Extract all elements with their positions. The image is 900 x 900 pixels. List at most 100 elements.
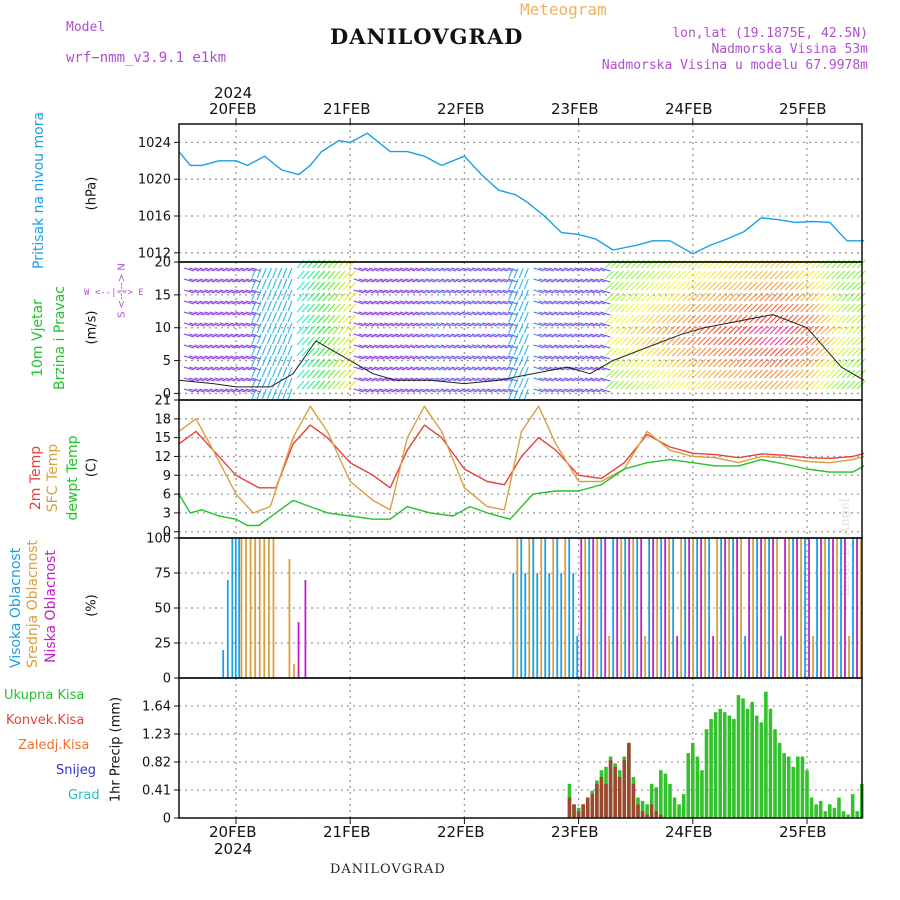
- wind-barb: [425, 267, 436, 272]
- wind-barb: [661, 347, 671, 357]
- wind-barb: [224, 355, 236, 360]
- wind-barb: [209, 267, 220, 272]
- wind-barb: [379, 322, 390, 327]
- wind-barb: [651, 336, 661, 346]
- precip-total-bar: [828, 804, 832, 818]
- wind-barb: [379, 388, 390, 393]
- wind-barb: [368, 355, 380, 360]
- wind-barb: [795, 314, 804, 324]
- wind-barb: [502, 267, 513, 272]
- precip-total-bar: [700, 770, 704, 818]
- cloud-high-bar: [524, 573, 527, 678]
- wind-barb: [790, 380, 799, 390]
- wind-barb: [384, 366, 395, 371]
- cloud-high-bar: [648, 538, 651, 678]
- cloud-mid-bar: [516, 538, 519, 678]
- wind-barb: [836, 314, 846, 324]
- wind-barb: [589, 377, 601, 382]
- wind-barb: [204, 267, 215, 272]
- wind-barb: [261, 355, 267, 367]
- wind-barb: [461, 322, 472, 327]
- wind-barb: [451, 322, 462, 327]
- wind-barb: [245, 355, 256, 360]
- precip-total-bar: [814, 804, 818, 818]
- wind-barb: [240, 311, 251, 316]
- wind-barb: [322, 380, 331, 390]
- wind-barb: [199, 267, 210, 272]
- wind-barb: [497, 311, 508, 316]
- wind-barb: [466, 333, 477, 338]
- wind-barb: [332, 358, 341, 368]
- precip-total-bar: [645, 804, 649, 818]
- wind-barb: [707, 380, 717, 390]
- wind-barb: [815, 380, 825, 390]
- wind-barb: [718, 380, 727, 390]
- wind-barb: [841, 325, 851, 335]
- wind-barb: [856, 281, 866, 291]
- wind-barb: [784, 270, 794, 280]
- wind-barb: [790, 303, 799, 313]
- wind-barb: [748, 325, 758, 335]
- wind-barb: [513, 377, 519, 389]
- wind-barb: [327, 380, 336, 390]
- wind-barb: [342, 325, 351, 335]
- wind-barb: [508, 289, 514, 301]
- wind-barb: [317, 358, 326, 368]
- wind-barb: [702, 303, 712, 313]
- wind-barb: [856, 380, 866, 390]
- wind-barb: [363, 388, 375, 393]
- cloud-low-bar: [760, 538, 762, 678]
- wind-barb: [425, 311, 436, 316]
- wind-barb: [595, 344, 606, 349]
- wind-barb: [784, 314, 794, 324]
- bottom-date-label: 25FEB: [779, 823, 827, 841]
- precip-total-bar: [764, 691, 768, 818]
- wind-barb: [317, 347, 326, 357]
- wind-barb: [481, 289, 493, 294]
- wind-barb: [481, 311, 493, 316]
- wind-barb: [774, 303, 784, 313]
- wind-barb: [306, 325, 315, 335]
- y-tick-label: 25: [154, 637, 171, 652]
- wind-barb: [332, 325, 341, 335]
- wind-barb: [379, 344, 390, 349]
- wind-barb: [492, 300, 503, 305]
- wind-barb: [497, 278, 508, 283]
- wind-barb: [502, 333, 513, 338]
- wind-barb: [671, 314, 681, 324]
- wind-barb: [353, 355, 364, 360]
- wind-barb: [820, 347, 830, 357]
- wind-barb: [748, 281, 758, 291]
- model-label: Model: [66, 20, 106, 35]
- wind-barb: [538, 355, 549, 360]
- wind-barb: [564, 311, 575, 316]
- wind-barb: [409, 333, 421, 338]
- wind-barb: [754, 358, 763, 368]
- wind-barb: [199, 344, 210, 349]
- wind-barb: [779, 358, 789, 368]
- wind-barb: [266, 322, 272, 334]
- wind-barb: [497, 333, 508, 338]
- wind-barb: [317, 270, 326, 280]
- wind-barb: [399, 355, 411, 360]
- wind-barb: [795, 369, 804, 379]
- precip-total-bar: [713, 712, 718, 818]
- wind-barb: [471, 344, 482, 349]
- wind-barb: [240, 377, 251, 382]
- cloud-low-bar: [304, 580, 307, 678]
- cloud-low-bar: [580, 538, 583, 678]
- wind-barb: [282, 344, 288, 356]
- wind-barb: [815, 347, 825, 357]
- wind-barb: [687, 347, 697, 357]
- wind-barb: [502, 300, 513, 305]
- precip-total-bar: [841, 811, 846, 818]
- wind-barb: [466, 267, 477, 272]
- wind-barb: [219, 388, 231, 393]
- wind-barb: [748, 314, 758, 324]
- wind-barb: [230, 366, 241, 371]
- wind-barb: [358, 311, 369, 316]
- wind-barb: [415, 289, 426, 294]
- wind-barb: [425, 322, 436, 327]
- wind-barb: [656, 358, 666, 368]
- precip-panel-frame: [178, 677, 863, 819]
